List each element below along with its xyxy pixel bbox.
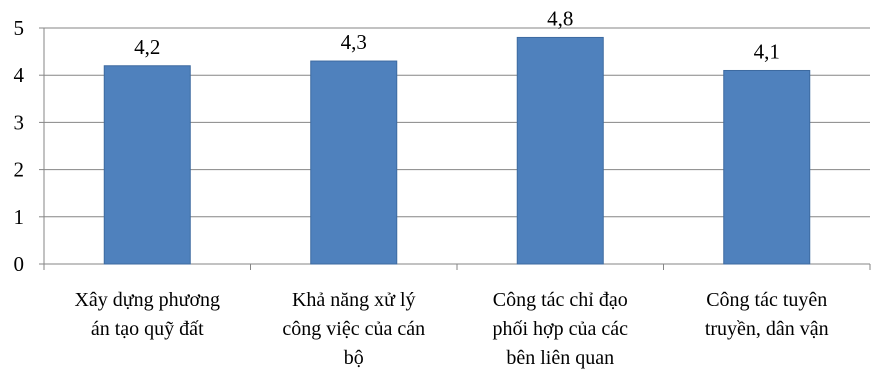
category-labels: Xây dựng phương án tạo quỹ đất Khả năng xử… — [74, 289, 828, 369]
category-label-line: truyền, dân vận — [705, 318, 829, 340]
bar — [310, 60, 398, 265]
data-label: 4,8 — [547, 6, 573, 30]
y-tick-label: 1 — [14, 205, 25, 229]
y-tick-label: 5 — [14, 16, 25, 40]
y-tick-label: 3 — [14, 110, 25, 134]
data-label: 4,1 — [754, 39, 780, 63]
bar — [723, 69, 811, 265]
bar — [103, 65, 191, 265]
category-label-line: bộ — [344, 347, 364, 369]
category-label-line: công việc của cán — [282, 318, 425, 340]
data-labels: 4,2 4,3 4,8 4,1 — [134, 6, 780, 63]
data-label: 4,2 — [134, 35, 160, 59]
bar — [516, 36, 604, 265]
data-label: 4,3 — [341, 30, 367, 54]
category-label-line: bên liên quan — [506, 347, 614, 369]
bars — [103, 36, 811, 265]
category-label-line: Công tác tuyên — [706, 289, 827, 311]
y-tick-label: 0 — [14, 252, 25, 276]
y-tick-label: 2 — [14, 158, 25, 182]
y-axis-ticks: 0 1 2 3 4 5 — [14, 16, 25, 276]
category-label-line: phối hợp của các — [492, 318, 628, 340]
category-label-line: Công tác chỉ đạo — [493, 289, 628, 311]
y-tick-label: 4 — [14, 63, 25, 87]
category-label-line: Khả năng xử lý — [292, 289, 416, 311]
category-label-line: Xây dựng phương — [74, 289, 220, 311]
category-label-line: án tạo quỹ đất — [91, 318, 204, 340]
